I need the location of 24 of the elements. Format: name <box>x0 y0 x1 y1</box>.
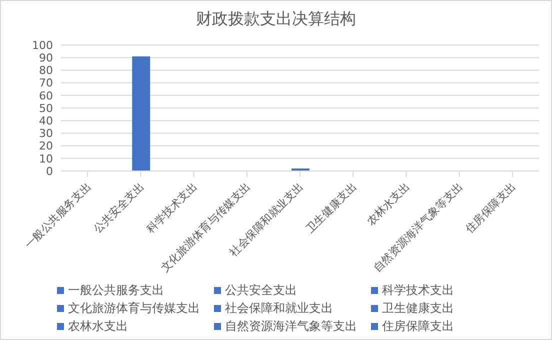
legend-label: 社会保障和就业支出 <box>225 300 334 317</box>
y-tick-label: 40 <box>39 114 53 128</box>
y-tick-label: 90 <box>39 52 53 65</box>
y-tick-label: 60 <box>39 89 53 102</box>
legend-label: 住房保障支出 <box>382 318 455 335</box>
y-tick-label: 100 <box>32 38 53 52</box>
legend-label: 公共安全支出 <box>225 282 298 299</box>
y-tick-label: 0 <box>46 164 53 178</box>
y-tick-label: 10 <box>39 152 53 166</box>
legend-label: 农林水支出 <box>68 318 129 335</box>
y-tick-label: 30 <box>39 127 53 140</box>
legend-label: 文化旅游体育与传媒支出 <box>68 300 201 317</box>
y-tick-label: 50 <box>39 102 53 115</box>
y-tick-label: 80 <box>39 64 53 78</box>
x-tick-label: 住房保障支出 <box>462 180 519 236</box>
x-tick-label: 农林水支出 <box>364 180 412 228</box>
legend-label: 科学技术支出 <box>382 282 455 299</box>
x-tick-label: 卫生健康支出 <box>303 180 360 236</box>
chart-title: 财政拨款支出决算结构 <box>195 9 357 30</box>
legend-label: 自然资源海洋气象等支出 <box>225 318 358 335</box>
y-tick-label: 70 <box>39 76 53 90</box>
legend-label: 卫生健康支出 <box>382 300 455 317</box>
y-tick-label: 20 <box>39 140 53 153</box>
legend-label: 一般公共服务支出 <box>68 282 165 299</box>
